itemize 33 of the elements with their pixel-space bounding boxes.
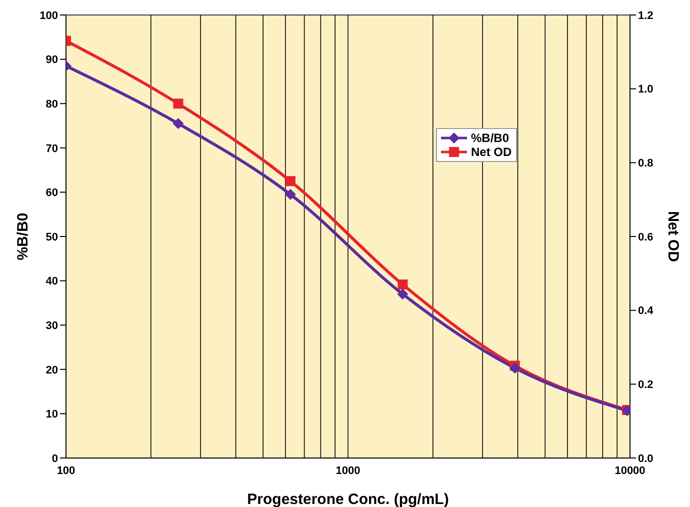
y-tick-label: 10 xyxy=(46,408,58,421)
y-tick-label: 90 xyxy=(46,54,58,66)
y2-tick-label: 0.2 xyxy=(638,379,654,392)
y2-tick-label: 1.0 xyxy=(638,84,654,96)
y2-axis-title: Net OD xyxy=(664,211,682,262)
y2-tick-label: 0.4 xyxy=(638,305,654,318)
y2-tick-label: 0.8 xyxy=(638,158,654,170)
y-tick-label: 30 xyxy=(46,320,58,332)
point xyxy=(398,279,408,290)
x-axis-title: Progesterone Conc. (pg/mL) xyxy=(247,491,449,507)
x-tick-label: 1000 xyxy=(336,464,360,477)
legend-label: Net OD xyxy=(471,145,512,159)
y-tick-label: 100 xyxy=(40,10,58,22)
point xyxy=(172,118,184,130)
legend-label: %B/B0 xyxy=(471,131,510,145)
point xyxy=(284,188,296,200)
y-tick-label: 80 xyxy=(46,98,58,111)
y-tick-label: 50 xyxy=(46,231,58,244)
x-tick-label: 10000 xyxy=(614,464,646,477)
y-tick-label: 0 xyxy=(52,452,58,465)
y2-tick-label: 1.2 xyxy=(638,10,654,22)
y-axis-title: %B/B0 xyxy=(14,212,32,260)
y-tick-label: 60 xyxy=(46,187,58,200)
y2-tick-label: 0.6 xyxy=(638,231,654,244)
y-tick-label: 70 xyxy=(46,142,58,155)
point xyxy=(285,176,296,186)
y-tick-label: 20 xyxy=(46,364,58,376)
point xyxy=(173,98,184,109)
point xyxy=(509,362,520,374)
y2-tick-label: 0.0 xyxy=(638,452,654,465)
y-tick-label: 40 xyxy=(46,276,58,288)
x-tick-label: 100 xyxy=(56,464,76,477)
point xyxy=(397,288,408,300)
